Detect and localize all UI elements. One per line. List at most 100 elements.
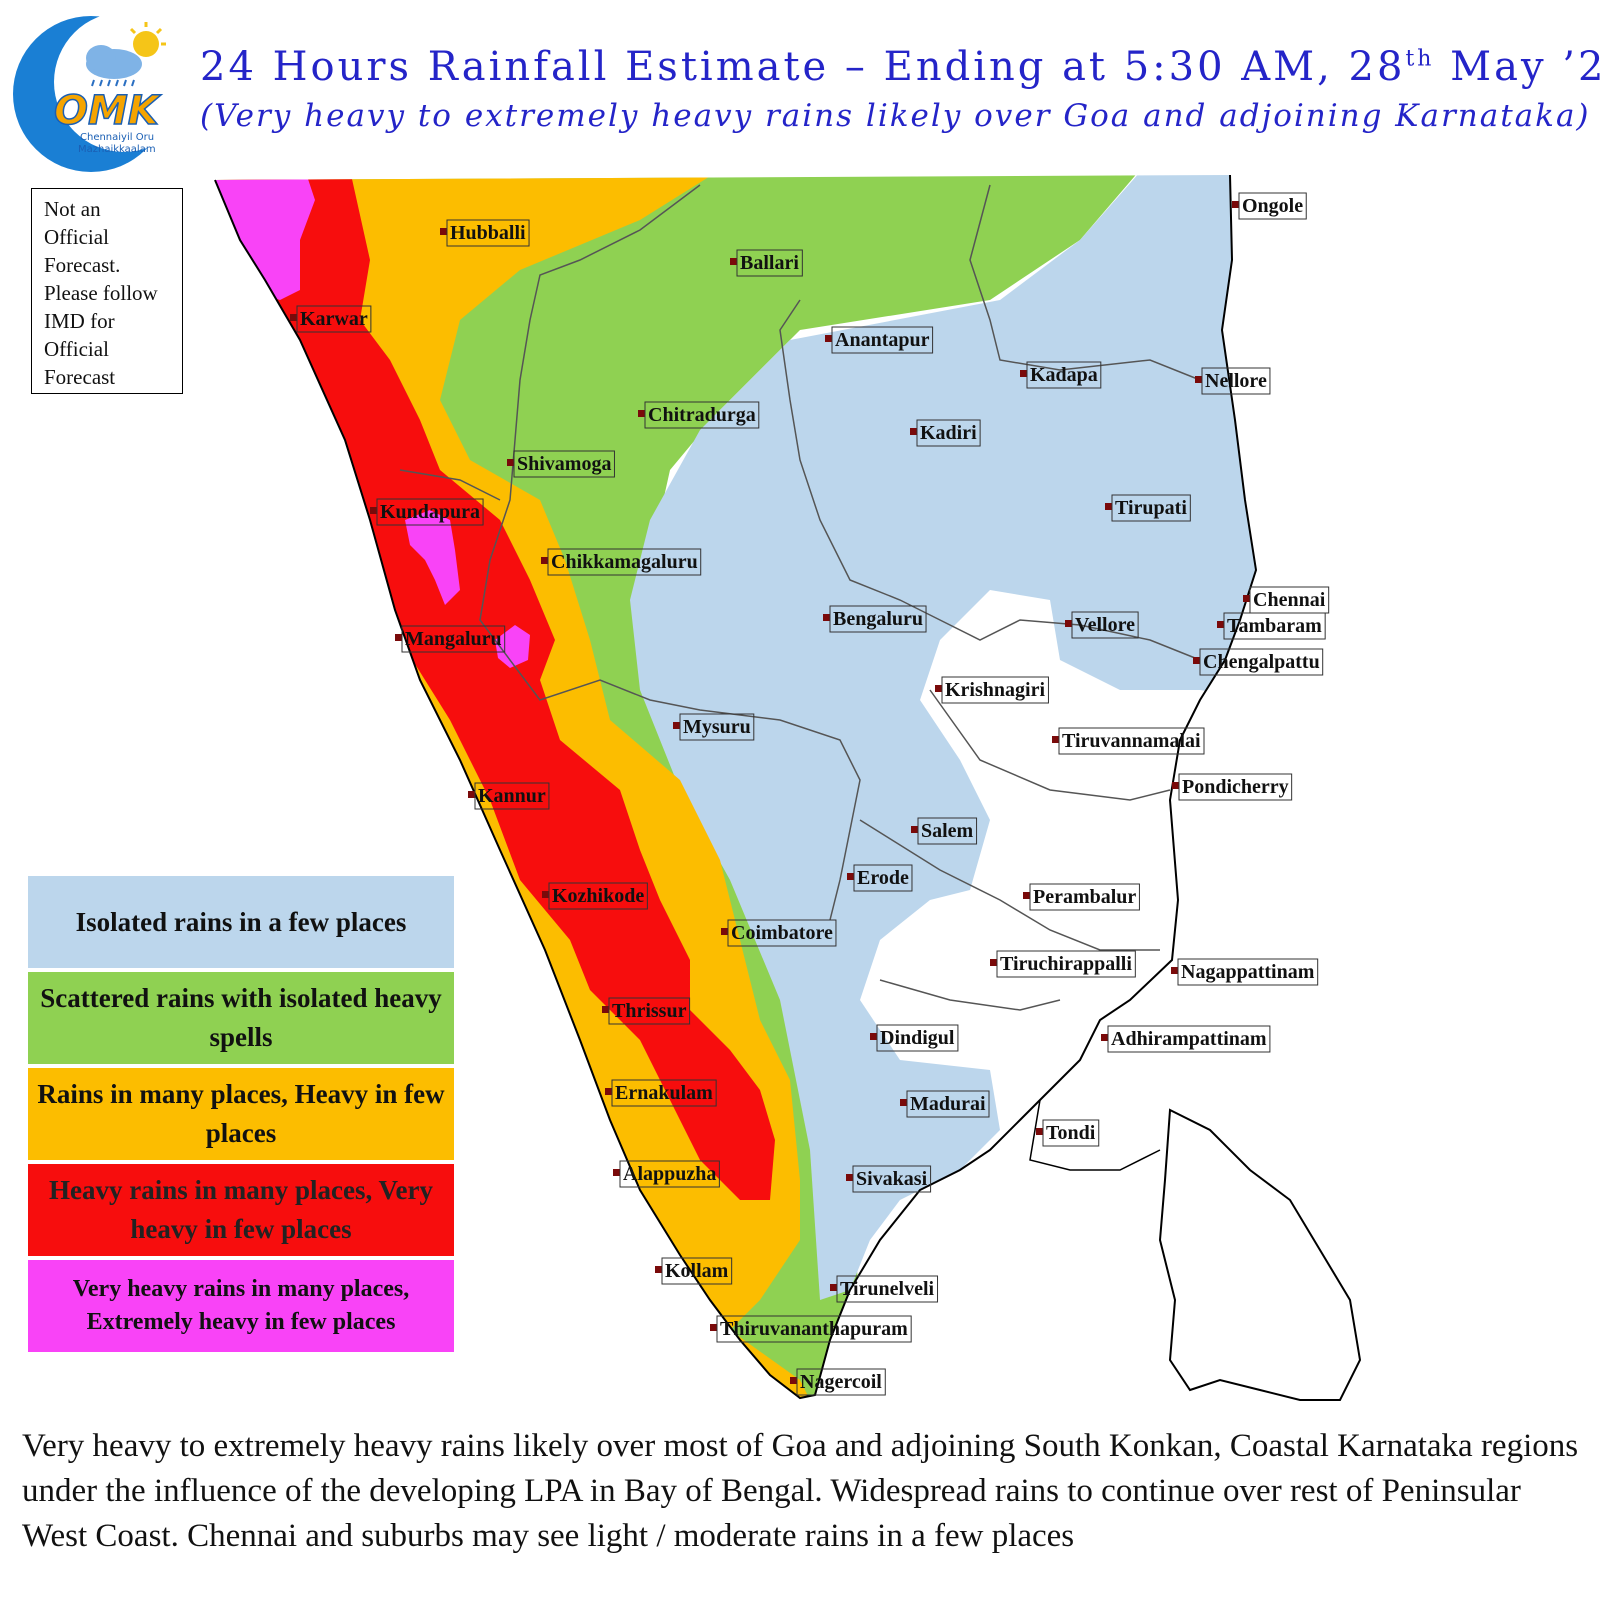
city-bengaluru: Bengaluru <box>823 605 927 633</box>
city-marker-icon <box>507 459 514 466</box>
city-label-box <box>401 625 506 653</box>
city-label-box <box>608 997 691 1025</box>
city-label-box <box>1111 494 1191 522</box>
page-title: 24 Hours Rainfall Estimate – Ending at 5… <box>200 44 1600 90</box>
city-label-box <box>1177 958 1319 986</box>
city-marker-icon <box>710 1324 717 1331</box>
city-marker-icon <box>370 507 377 514</box>
city-label: Thrissur <box>612 1000 687 1022</box>
city-label-box <box>296 305 372 333</box>
city-label: Nagappattinam <box>1181 961 1315 983</box>
city-label: Sivakasi <box>856 1168 928 1190</box>
city-label: Vellore <box>1075 614 1135 636</box>
city-label-box <box>548 882 648 910</box>
city-marker-icon <box>1171 967 1178 974</box>
city-marker-icon <box>790 1377 797 1384</box>
forecast-caption: Very heavy to extremely heavy rains like… <box>22 1428 1579 1554</box>
city-marker-icon <box>1243 595 1250 602</box>
city-kozhikode: Kozhikode <box>542 882 648 910</box>
city-nagercoil: Nagercoil <box>790 1368 886 1396</box>
city-pondicherry: Pondicherry <box>1172 773 1293 801</box>
city-label-box <box>906 1090 990 1118</box>
city-tiruvannamalai: Tiruvannamalai <box>1052 727 1205 755</box>
city-dindigul: Dindigul <box>870 1024 959 1052</box>
city-label-box <box>796 1368 886 1396</box>
disclaimer-line: Not an <box>44 197 101 221</box>
coastline <box>214 174 1258 1400</box>
city-label: Ongole <box>1242 195 1303 217</box>
city-coimbatore: Coimbatore <box>721 919 837 947</box>
city-label: Shivamoga <box>517 453 611 475</box>
rainfall-map: Hubballi Ballari Ongole Karwar Anantapur Kada… <box>214 174 1362 1401</box>
city-marker-icon <box>870 1033 877 1040</box>
city-label: Tiruchirappalli <box>1000 953 1132 975</box>
city-label-box <box>1026 361 1102 389</box>
city-label-box <box>619 1160 720 1188</box>
city-marker-icon <box>1193 657 1200 664</box>
city-thiruvananthapuram: Thiruvananthapuram <box>710 1315 912 1343</box>
city-marker-icon <box>1101 1034 1108 1041</box>
city-alappuzha: Alappuzha <box>613 1160 720 1188</box>
city-marker-icon <box>1172 782 1179 789</box>
city-erode: Erode <box>847 864 913 892</box>
city-adhirampattinam: Adhirampattinam <box>1101 1025 1271 1053</box>
city-label: Kundapura <box>380 501 480 523</box>
city-label-box <box>829 605 927 633</box>
legend-heavy: Heavy rains in many places, Very heavy i… <box>28 1164 454 1256</box>
city-label: Chengalpattu <box>1203 651 1320 673</box>
city-marker-icon <box>655 1266 662 1273</box>
zone-very-heavy-mangaluru <box>495 625 530 668</box>
city-label: Tirunelveli <box>840 1278 935 1300</box>
city-tondi: Tondi <box>1036 1119 1100 1147</box>
city-mysuru: Mysuru <box>673 713 755 741</box>
city-marker-icon <box>730 258 737 265</box>
city-label-box <box>727 919 837 947</box>
city-layer: Hubballi Ballari Ongole Karwar Anantapur Kada… <box>290 192 1330 1396</box>
city-label: Tondi <box>1046 1122 1096 1144</box>
city-label-box <box>1042 1119 1100 1147</box>
city-kadiri: Kadiri <box>910 419 981 447</box>
city-label-box <box>852 1165 932 1193</box>
city-label-box <box>1201 367 1271 395</box>
city-label: Chennai <box>1253 589 1326 611</box>
city-madurai: Madurai <box>900 1090 990 1118</box>
city-marker-icon <box>1217 621 1224 628</box>
city-label: Tambaram <box>1227 615 1322 637</box>
city-marker-icon <box>911 826 918 833</box>
city-marker-icon <box>721 928 728 935</box>
svg-text:OMK: OMK <box>54 88 162 134</box>
disclaimer-line: Forecast <box>44 365 116 389</box>
city-marker-icon <box>1036 1128 1043 1135</box>
city-label-box <box>644 401 760 429</box>
city-label-box <box>1238 192 1307 220</box>
city-label-box <box>996 950 1136 978</box>
city-label: Chikkamagaluru <box>551 551 698 573</box>
city-label: Kadiri <box>920 422 977 444</box>
page-subtitle: (Very heavy to extremely heavy rains lik… <box>200 98 1591 134</box>
city-label: Kozhikode <box>552 885 644 907</box>
city-marker-icon <box>910 428 917 435</box>
city-label-box <box>836 1275 939 1303</box>
city-label-box <box>716 1315 912 1343</box>
city-label: Mysuru <box>683 716 751 738</box>
city-label-box <box>1223 612 1326 640</box>
city-label: Coimbatore <box>731 922 833 944</box>
city-marker-icon <box>935 685 942 692</box>
city-vellore: Vellore <box>1065 611 1139 639</box>
city-anantapur: Anantapur <box>825 326 934 354</box>
city-label-box <box>1178 773 1293 801</box>
city-marker-icon <box>1052 736 1059 743</box>
city-marker-icon <box>638 410 645 417</box>
city-shivamoga: Shivamoga <box>507 450 615 478</box>
city-label: Anantapur <box>835 329 930 351</box>
city-label-box <box>941 676 1049 704</box>
city-label-box <box>1058 727 1205 755</box>
city-marker-icon <box>673 722 680 729</box>
city-label-box <box>1071 611 1139 639</box>
city-label-box <box>1107 1025 1271 1053</box>
city-label-box <box>611 1079 717 1107</box>
city-ernakulam: Ernakulam <box>605 1079 717 1107</box>
city-label: Thiruvananthapuram <box>720 1318 908 1340</box>
zone-heavy <box>215 175 775 1200</box>
city-marker-icon <box>605 1088 612 1095</box>
